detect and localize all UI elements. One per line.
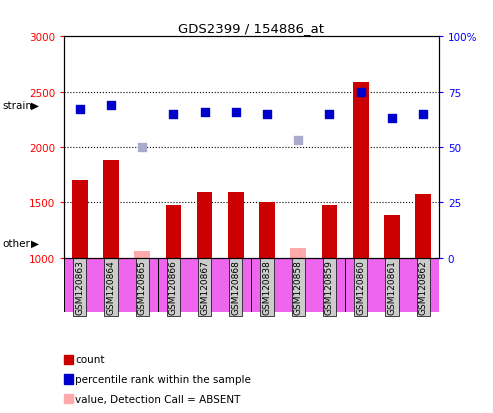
- Point: [170, 111, 177, 118]
- Bar: [321, 205, 337, 258]
- Bar: [134, 252, 150, 258]
- Point: [419, 111, 427, 118]
- Text: population 4: population 4: [359, 238, 425, 248]
- Bar: [64, 174, 158, 312]
- Bar: [103, 161, 119, 258]
- Text: percentile rank within the sample: percentile rank within the sample: [75, 374, 251, 384]
- Bar: [345, 174, 439, 312]
- Bar: [290, 248, 306, 258]
- Bar: [158, 174, 251, 312]
- Bar: [259, 203, 275, 258]
- Bar: [345, 37, 376, 258]
- Text: population 1: population 1: [78, 238, 144, 248]
- Bar: [282, 37, 314, 258]
- Text: population 3: population 3: [265, 238, 331, 248]
- Bar: [251, 37, 282, 258]
- Point: [107, 102, 115, 109]
- Bar: [314, 37, 345, 258]
- Bar: [64, 37, 95, 258]
- Bar: [64, 37, 251, 174]
- Title: GDS2399 / 154886_at: GDS2399 / 154886_at: [178, 21, 324, 35]
- Bar: [158, 37, 189, 258]
- Point: [294, 138, 302, 144]
- Point: [263, 111, 271, 118]
- Bar: [189, 37, 220, 258]
- Point: [232, 109, 240, 116]
- Point: [357, 89, 365, 96]
- Bar: [376, 37, 408, 258]
- Point: [325, 111, 333, 118]
- Bar: [251, 37, 439, 174]
- Bar: [251, 174, 345, 312]
- Bar: [220, 37, 251, 258]
- Text: selected for aggressive behavior: selected for aggressive behavior: [260, 101, 430, 111]
- Text: other: other: [2, 238, 31, 248]
- Text: ▶: ▶: [31, 101, 38, 111]
- Bar: [384, 215, 400, 258]
- Bar: [353, 83, 368, 258]
- Bar: [228, 193, 244, 258]
- Text: ▶: ▶: [31, 238, 38, 248]
- Bar: [127, 37, 158, 258]
- Text: count: count: [75, 354, 105, 364]
- Text: reference: reference: [133, 101, 183, 111]
- Point: [201, 109, 209, 116]
- Text: value, Detection Call = ABSENT: value, Detection Call = ABSENT: [75, 394, 240, 404]
- Bar: [166, 205, 181, 258]
- Bar: [408, 37, 439, 258]
- Point: [388, 116, 396, 122]
- Bar: [415, 194, 431, 258]
- Bar: [72, 181, 88, 258]
- Text: population 2: population 2: [172, 238, 238, 248]
- Bar: [197, 193, 212, 258]
- Bar: [95, 37, 127, 258]
- Text: strain: strain: [2, 101, 33, 111]
- Point: [138, 145, 146, 151]
- Point: [76, 107, 84, 114]
